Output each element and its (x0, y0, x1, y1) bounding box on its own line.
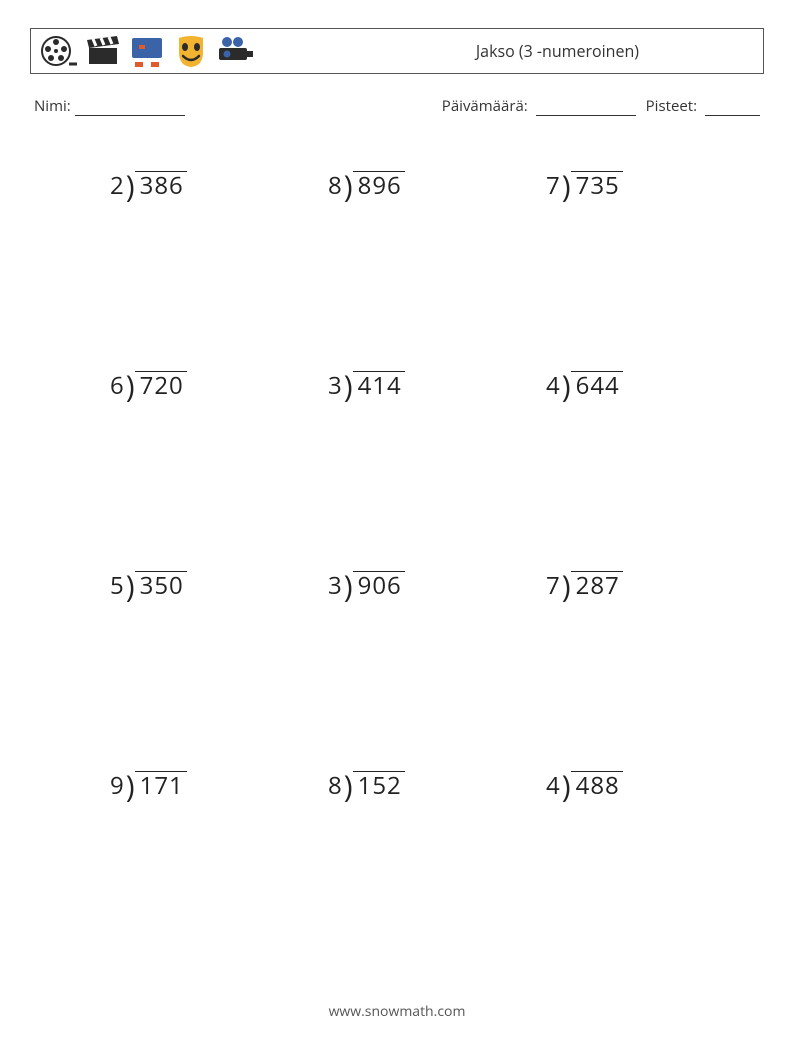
divisor: 3 (328, 371, 342, 398)
divisor: 7 (546, 171, 560, 198)
division-problem: 3)906 (288, 571, 506, 771)
divisor: 2 (110, 171, 124, 198)
division-bracket-icon: ) (342, 374, 353, 398)
screen-icon (127, 34, 167, 68)
comedy-mask-icon (171, 34, 211, 68)
division-bracket-icon: ) (560, 574, 571, 598)
division-bracket-icon: ) (124, 774, 135, 798)
dividend: 414 (353, 371, 405, 398)
dividend: 488 (571, 771, 623, 798)
header-box: Jakso (3 -numeroinen) (30, 28, 764, 74)
name-label: Nimi: (34, 96, 71, 116)
long-division: 7)287 (546, 571, 623, 598)
long-division: 3)414 (328, 371, 405, 398)
header-icons (39, 34, 255, 68)
long-division: 5)350 (110, 571, 187, 598)
division-bracket-icon: ) (342, 774, 353, 798)
division-problem: 2)386 (70, 171, 288, 371)
long-division: 6)720 (110, 371, 187, 398)
long-division: 3)906 (328, 571, 405, 598)
dividend: 152 (353, 771, 405, 798)
division-bracket-icon: ) (560, 374, 571, 398)
division-problem: 8)152 (288, 771, 506, 971)
dividend: 386 (135, 171, 187, 198)
dividend: 644 (571, 371, 623, 398)
name-blank[interactable] (75, 100, 185, 116)
clapperboard-icon (83, 34, 123, 68)
footer-url: www.snowmath.com (0, 1002, 794, 1021)
long-division: 8)896 (328, 171, 405, 198)
division-bracket-icon: ) (124, 174, 135, 198)
division-problem: 7)287 (506, 571, 724, 771)
divisor: 9 (110, 771, 124, 798)
dividend: 720 (135, 371, 187, 398)
division-problem: 4)644 (506, 371, 724, 571)
division-problem: 8)896 (288, 171, 506, 371)
divisor: 7 (546, 571, 560, 598)
problems-grid: 2)3868)8967)7356)7203)4144)6445)3503)906… (30, 171, 764, 971)
film-reel-icon (39, 34, 79, 68)
info-row: Nimi: Päivämäärä: Pisteet: (30, 96, 764, 116)
dividend: 287 (571, 571, 623, 598)
division-problem: 9)171 (70, 771, 288, 971)
division-problem: 4)488 (506, 771, 724, 971)
dividend: 735 (571, 171, 623, 198)
score-label: Pisteet: (646, 96, 697, 116)
division-problem: 5)350 (70, 571, 288, 771)
long-division: 4)644 (546, 371, 623, 398)
long-division: 8)152 (328, 771, 405, 798)
long-division: 4)488 (546, 771, 623, 798)
division-problem: 7)735 (506, 171, 724, 371)
divisor: 3 (328, 571, 342, 598)
division-bracket-icon: ) (560, 774, 571, 798)
dividend: 171 (135, 771, 187, 798)
long-division: 9)171 (110, 771, 187, 798)
date-label: Päivämäärä: (442, 96, 528, 116)
score-blank[interactable] (705, 100, 760, 116)
long-division: 2)386 (110, 171, 187, 198)
worksheet-title: Jakso (3 -numeroinen) (476, 40, 749, 62)
dividend: 350 (135, 571, 187, 598)
division-bracket-icon: ) (342, 574, 353, 598)
division-bracket-icon: ) (124, 574, 135, 598)
division-bracket-icon: ) (342, 174, 353, 198)
division-bracket-icon: ) (124, 374, 135, 398)
date-blank[interactable] (536, 100, 636, 116)
division-bracket-icon: ) (560, 174, 571, 198)
divisor: 8 (328, 771, 342, 798)
divisor: 8 (328, 171, 342, 198)
division-problem: 6)720 (70, 371, 288, 571)
projector-icon (215, 34, 255, 68)
long-division: 7)735 (546, 171, 623, 198)
divisor: 4 (546, 371, 560, 398)
dividend: 906 (353, 571, 405, 598)
division-problem: 3)414 (288, 371, 506, 571)
divisor: 4 (546, 771, 560, 798)
divisor: 6 (110, 371, 124, 398)
dividend: 896 (353, 171, 405, 198)
divisor: 5 (110, 571, 124, 598)
